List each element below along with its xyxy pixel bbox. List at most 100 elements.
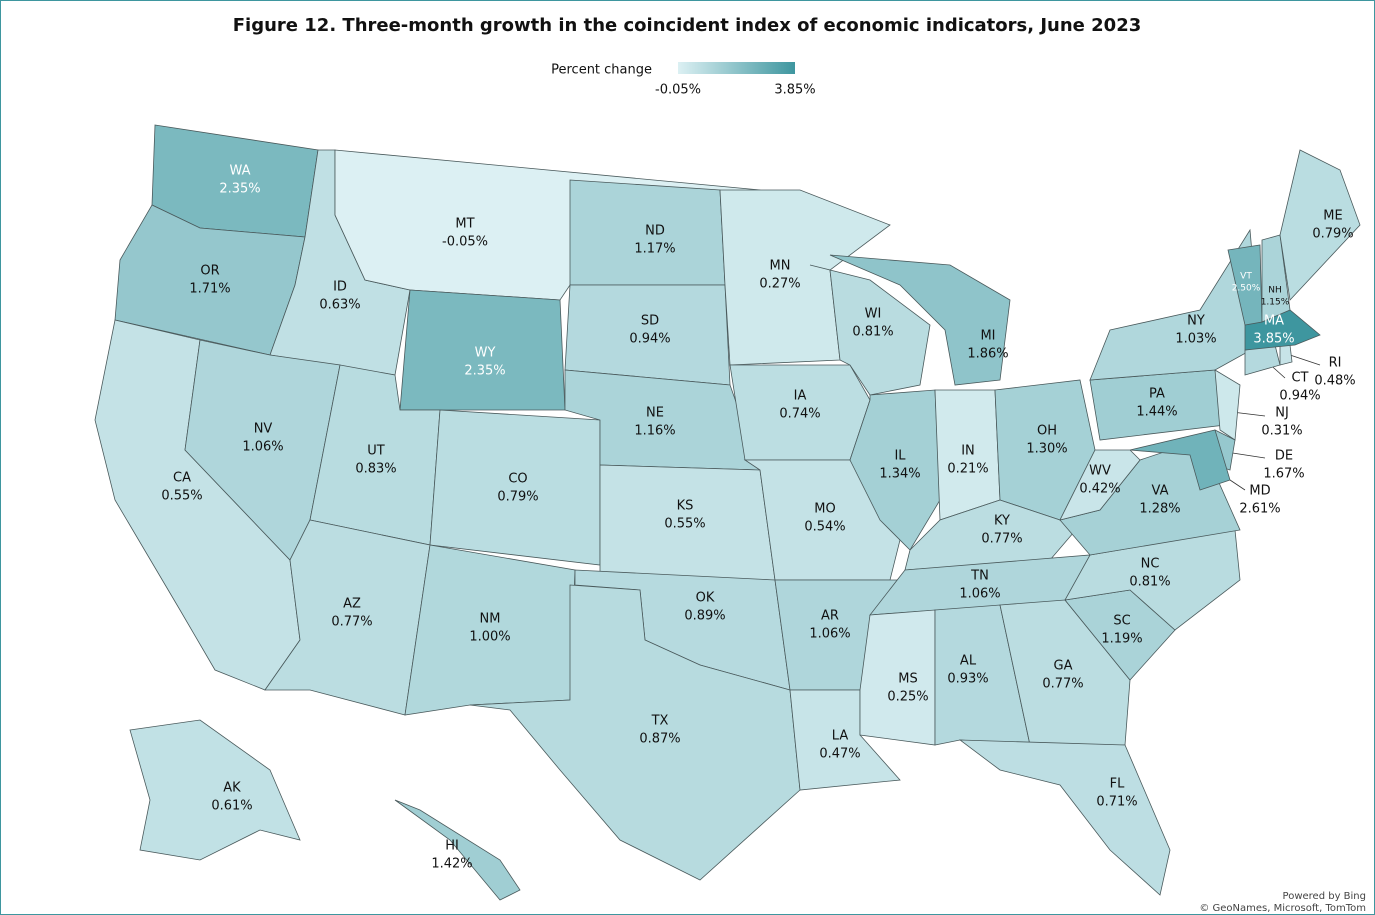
state-value-label: 1.17% [634,242,675,257]
state-name: NE [646,406,664,421]
state-name: MI [980,329,995,344]
state-value-label: 1.00% [469,630,510,645]
state [1279,344,1293,366]
state-name: NM [480,612,501,627]
state-name: HI [445,839,459,854]
state-name: MO [814,502,835,517]
state-name: AR [821,609,839,624]
state-value-label: 0.79% [497,490,538,505]
state-name: CA [173,471,191,486]
state-value-label: 0.89% [684,609,725,624]
state-name: VA [1152,484,1169,499]
state-value-label: 2.35% [219,182,260,197]
state-name: OR [200,264,219,279]
state-value-label: 0.61% [211,799,252,814]
state-labels: WA 2.35% OR 1.71% CA 0.55% ID 0.63% NV 1.06% MT -0.… [161,164,1355,872]
state [1279,149,1361,301]
state [469,584,801,881]
state-name: LA [832,729,849,744]
state-value-label: 0.81% [1129,575,1170,590]
legend-tick-label: -0.05% [655,83,701,98]
legend-title: Percent change [551,63,652,78]
state-name: IN [961,444,975,459]
state [999,599,1131,746]
state-name: IA [794,389,807,404]
state [829,254,1011,386]
state-name: VT [1240,272,1252,282]
state-name: CT [1291,371,1308,386]
state-value-label: 1.03% [1175,332,1216,347]
state-name: UT [367,444,385,459]
state-value-label: 3.85% [1253,332,1294,347]
state-name: OK [696,591,715,606]
state-name: OH [1037,424,1057,439]
state-value-label: 1.30% [1026,442,1067,457]
state-value-label: 0.63% [319,298,360,313]
state-name: AZ [343,597,361,612]
state-value-label: 0.47% [819,747,860,762]
state [429,409,601,566]
state-value-label: 1.71% [189,282,230,297]
state-value-label: 1.16% [634,424,675,439]
state-name: NH [1268,286,1282,296]
state-name: MN [770,259,791,274]
state-name: NC [1141,557,1160,572]
state-name: MA [1264,314,1284,329]
state-name: RI [1329,356,1342,371]
state [1261,234,1291,323]
state-name: WA [229,164,250,179]
state-name: WV [1089,464,1111,479]
state-value-label: 0.42% [1079,482,1120,497]
states [94,124,1361,901]
state-value-label: 0.48% [1314,374,1355,389]
state-name: GA [1054,659,1073,674]
credit: Powered by Bing [1283,891,1366,902]
state-name: NJ [1275,406,1289,421]
state-value-label: 1.42% [431,857,472,872]
map-title: Figure 12. Three-month growth in the coi… [233,15,1142,36]
state-name: MT [455,217,474,232]
state-value-label: 0.87% [639,732,680,747]
state-value-label: 0.77% [981,532,1022,547]
legend-gradient [678,62,795,74]
state-value-label: 0.79% [1312,227,1353,242]
state-value-label: 0.94% [1279,389,1320,404]
state-name: MS [898,672,917,687]
state-value-label: 0.94% [629,332,670,347]
state [1059,449,1141,521]
state-value-label: 1.06% [242,440,283,455]
state-value-label: 1.06% [959,587,1000,602]
state-value-label: 1.86% [967,347,1008,362]
state [1129,429,1231,491]
legend-tick-label: 3.85% [774,83,815,98]
state-value-label: 1.44% [1136,405,1177,420]
state-value-label: 0.93% [947,672,988,687]
state-value-label: 1.19% [1101,632,1142,647]
state-value-label: 0.25% [887,690,928,705]
state-name: AK [223,781,241,796]
state-value-label: 0.83% [355,462,396,477]
state-value-label: 0.71% [1096,795,1137,810]
state-name: NY [1187,314,1205,329]
state-value-label: 0.81% [852,325,893,340]
state-name: WI [865,307,882,322]
state-value-label: 0.21% [947,462,988,477]
state-value-label: 1.28% [1139,502,1180,517]
state-value-label: 1.34% [879,467,920,482]
state-name: AL [960,654,977,669]
state-value-label: 2.50% [1232,284,1261,294]
state-value-label: 0.77% [1042,677,1083,692]
state-name: IL [894,449,906,464]
state-name: CO [508,472,527,487]
state-value-label: 0.27% [759,277,800,292]
state-name: PA [1149,387,1165,402]
state [789,689,901,791]
state-value-label: 1.06% [809,627,850,642]
state-name: ME [1323,209,1342,224]
state-name: MD [1249,484,1270,499]
state-value-label: 0.55% [664,517,705,532]
state-value-label: 1.15% [1261,298,1290,308]
state-value-label: -0.05% [442,235,488,250]
state-name: ND [645,224,665,239]
